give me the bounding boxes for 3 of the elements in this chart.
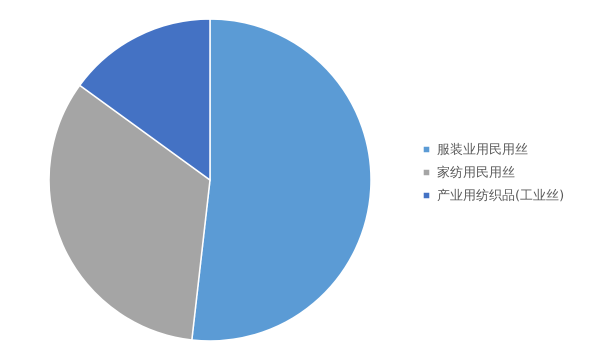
legend-label: 服装业用民用丝	[437, 142, 528, 158]
legend-label: 家纺用民用丝	[437, 164, 515, 180]
legend-label: 产业用纺织品(工业丝)	[437, 188, 564, 204]
